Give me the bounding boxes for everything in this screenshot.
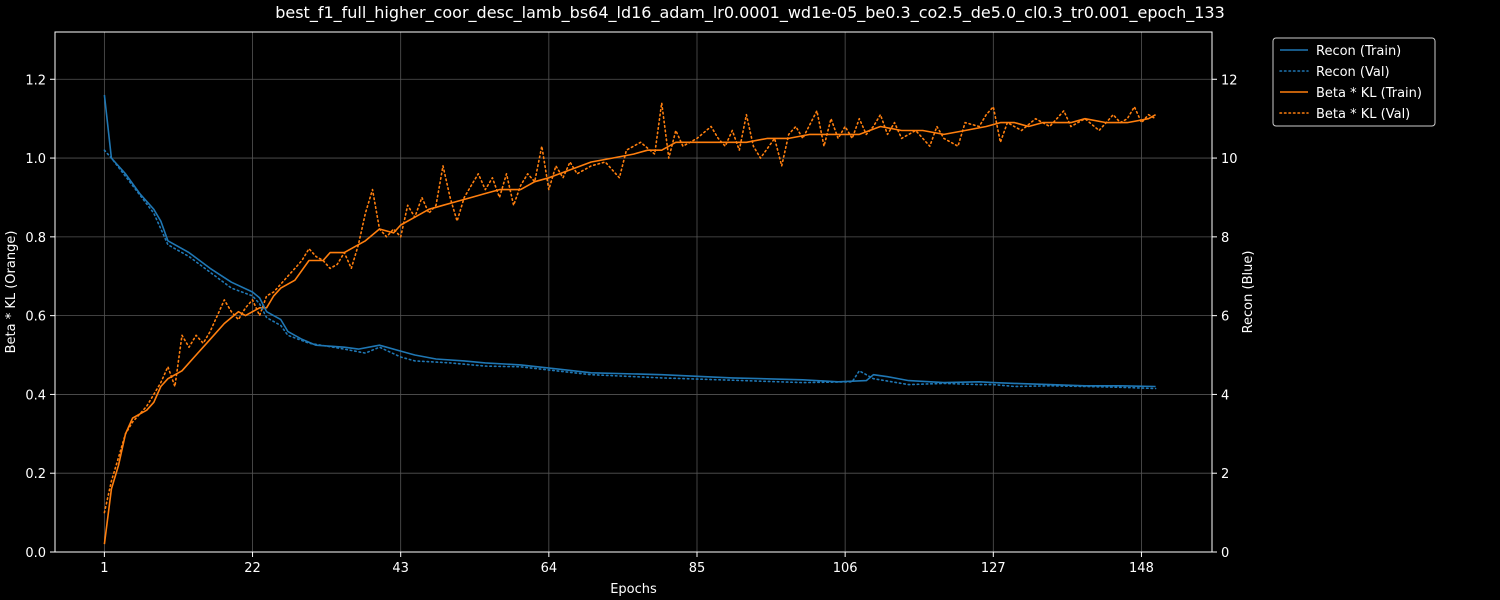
y-right-tick-label: 12 [1221,73,1238,88]
series-line-recon-val [103,149,1157,390]
series-line-recon-train [103,94,1156,388]
y-axis-left-label: Beta * KL (Orange) [4,231,19,354]
chart-title: best_f1_full_higher_coor_desc_lamb_bs64_… [275,3,1225,23]
y-left-tick-label: 0.2 [25,467,46,482]
y-left-tick-label: 0.0 [25,546,46,561]
x-tick-label: 148 [1129,561,1154,576]
ticks: 1 22 43 64 85 106 127 1480.00.20.40.60.81.01.20… [25,73,1237,576]
y-left-tick-label: 1.2 [25,73,46,88]
grid [55,32,1212,553]
x-tick-label: 85 [689,561,706,576]
legend-label: Recon (Val) [1316,65,1390,80]
series-line-beta-kl-val [103,102,1157,514]
x-tick-label: 1 [100,561,108,576]
series-line-beta-kl-train [103,114,1156,545]
series-group [103,94,1157,545]
y-right-tick-label: 4 [1221,388,1229,403]
y-left-tick-label: 0.6 [25,310,46,325]
legend-label: Recon (Train) [1316,44,1401,59]
legend-box [1272,37,1436,127]
x-tick-label: 106 [833,561,858,576]
x-axis-label: Epochs [610,582,657,597]
y-left-tick-label: 0.4 [25,388,46,403]
y-right-tick-label: 2 [1221,467,1229,482]
legend-label: Beta * KL (Val) [1316,107,1410,122]
x-tick-label: 127 [981,561,1006,576]
y-right-tick-label: 8 [1221,231,1229,246]
y-right-tick-label: 6 [1221,310,1229,325]
x-tick-label: 22 [244,561,261,576]
legend-label: Beta * KL (Train) [1316,86,1422,101]
y-axis-right-label: Recon (Blue) [1241,251,1256,334]
plot-frame [54,31,1213,553]
legend: Recon (Train) Recon (Val) Beta * KL (Train… [1272,37,1436,127]
x-tick-label: 43 [392,561,409,576]
y-left-tick-label: 1.0 [25,152,46,167]
y-right-tick-label: 0 [1221,546,1229,561]
x-tick-label: 64 [541,561,558,576]
y-right-tick-label: 10 [1221,152,1238,167]
y-left-tick-label: 0.8 [25,231,46,246]
